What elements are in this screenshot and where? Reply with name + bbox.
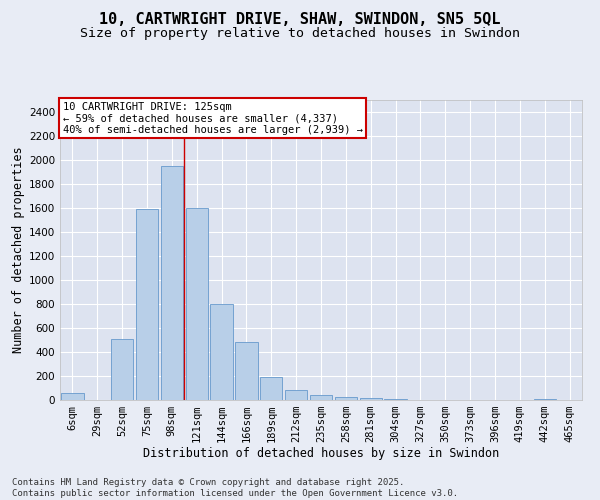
Text: 10, CARTWRIGHT DRIVE, SHAW, SWINDON, SN5 5QL: 10, CARTWRIGHT DRIVE, SHAW, SWINDON, SN5… (99, 12, 501, 28)
X-axis label: Distribution of detached houses by size in Swindon: Distribution of detached houses by size … (143, 446, 499, 460)
Bar (136, 209, 158, 400)
Bar (285, 390, 307, 400)
Bar (111, 339, 133, 400)
Bar (310, 395, 332, 400)
Bar (385, 399, 407, 400)
Text: 10 CARTWRIGHT DRIVE: 125sqm
← 59% of detached houses are smaller (4,337)
40% of : 10 CARTWRIGHT DRIVE: 125sqm ← 59% of det… (62, 102, 362, 134)
Bar (161, 166, 183, 400)
Bar (235, 342, 257, 400)
Bar (185, 208, 208, 400)
Bar (533, 399, 556, 400)
Bar (359, 398, 382, 400)
Bar (335, 397, 357, 400)
Bar (211, 304, 233, 400)
Bar (260, 376, 283, 400)
Text: Contains HM Land Registry data © Crown copyright and database right 2025.
Contai: Contains HM Land Registry data © Crown c… (12, 478, 458, 498)
Y-axis label: Number of detached properties: Number of detached properties (12, 146, 25, 354)
Bar (61, 394, 83, 400)
Text: Size of property relative to detached houses in Swindon: Size of property relative to detached ho… (80, 28, 520, 40)
